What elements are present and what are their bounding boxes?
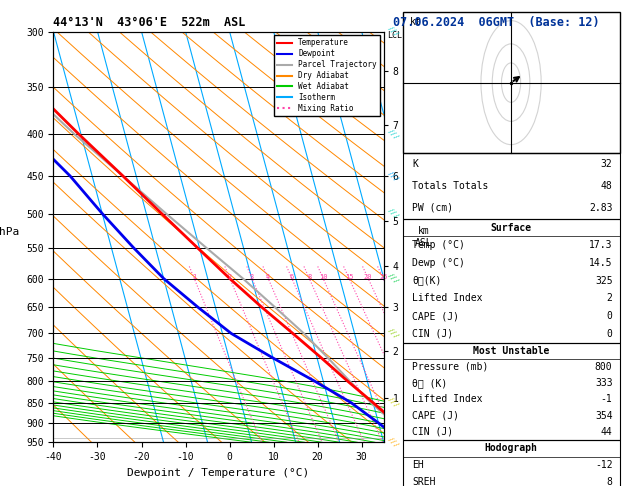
Text: Totals Totals: Totals Totals [412, 181, 488, 191]
Text: CIN (J): CIN (J) [412, 329, 453, 339]
Y-axis label: hPa: hPa [0, 227, 19, 237]
Legend: Temperature, Dewpoint, Parcel Trajectory, Dry Adiabat, Wet Adiabat, Isotherm, Mi: Temperature, Dewpoint, Parcel Trajectory… [274, 35, 380, 116]
Text: CAPE (J): CAPE (J) [412, 411, 459, 420]
Text: 2.83: 2.83 [589, 203, 613, 213]
Text: LCL: LCL [387, 31, 402, 40]
Bar [403, 219, 620, 343]
Text: Pressure (mb): Pressure (mb) [412, 362, 488, 372]
Text: 1: 1 [192, 274, 196, 280]
Text: -12: -12 [595, 460, 613, 470]
Text: 25: 25 [379, 274, 387, 280]
Text: Surface: Surface [491, 223, 532, 233]
Text: Dewp (°C): Dewp (°C) [412, 258, 465, 268]
Text: 48: 48 [601, 181, 613, 191]
Text: SREH: SREH [412, 477, 435, 486]
Text: 2: 2 [228, 274, 232, 280]
Text: 14.5: 14.5 [589, 258, 613, 268]
Text: 4: 4 [266, 274, 270, 280]
Text: ///: /// [387, 170, 400, 183]
Text: ///: /// [387, 207, 400, 220]
Text: ///: /// [387, 272, 400, 285]
Y-axis label: km
ASL: km ASL [415, 226, 432, 248]
Text: ///: /// [387, 127, 400, 141]
Text: Hodograph: Hodograph [484, 443, 538, 453]
Text: CAPE (J): CAPE (J) [412, 311, 459, 321]
Text: ///: /// [387, 435, 400, 449]
Text: 32: 32 [601, 159, 613, 169]
Text: 17.3: 17.3 [589, 240, 613, 250]
Text: 2: 2 [606, 294, 613, 303]
Text: Lifted Index: Lifted Index [412, 394, 482, 404]
Text: 15: 15 [345, 274, 353, 280]
Text: θᴇ (K): θᴇ (K) [412, 378, 447, 388]
Text: ///: /// [387, 327, 400, 340]
Text: 44°13'N  43°06'E  522m  ASL: 44°13'N 43°06'E 522m ASL [53, 16, 246, 29]
Text: 3: 3 [250, 274, 254, 280]
Text: 6: 6 [290, 274, 294, 280]
Text: 07.06.2024  06GMT  (Base: 12): 07.06.2024 06GMT (Base: 12) [393, 16, 599, 29]
Text: 0: 0 [606, 311, 613, 321]
Text: ///: /// [387, 25, 400, 38]
Text: 20: 20 [364, 274, 372, 280]
Text: K: K [412, 159, 418, 169]
Text: ///: /// [387, 396, 400, 409]
Text: Temp (°C): Temp (°C) [412, 240, 465, 250]
Bar [403, 343, 620, 440]
Text: kt: kt [409, 17, 421, 27]
Text: EH: EH [412, 460, 424, 470]
X-axis label: Dewpoint / Temperature (°C): Dewpoint / Temperature (°C) [128, 468, 309, 478]
Text: PW (cm): PW (cm) [412, 203, 453, 213]
Text: 800: 800 [595, 362, 613, 372]
Text: -1: -1 [601, 394, 613, 404]
Text: θᴇ(K): θᴇ(K) [412, 276, 442, 286]
Text: 10: 10 [319, 274, 328, 280]
Text: 8: 8 [307, 274, 311, 280]
Text: 8: 8 [606, 477, 613, 486]
Text: 325: 325 [595, 276, 613, 286]
Text: 354: 354 [595, 411, 613, 420]
Bar [403, 12, 620, 153]
Text: CIN (J): CIN (J) [412, 427, 453, 437]
Bar [403, 153, 620, 219]
Text: 0: 0 [606, 329, 613, 339]
Text: Lifted Index: Lifted Index [412, 294, 482, 303]
Text: 333: 333 [595, 378, 613, 388]
Text: 44: 44 [601, 427, 613, 437]
Bar [403, 440, 620, 486]
Text: Most Unstable: Most Unstable [473, 346, 549, 356]
